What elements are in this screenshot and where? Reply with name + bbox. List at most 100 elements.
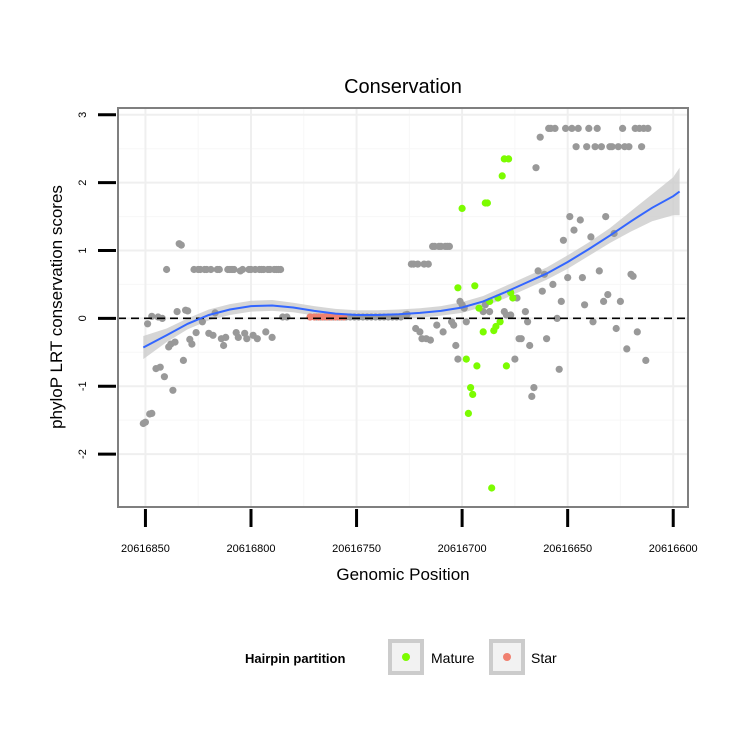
legend-title: Hairpin partition [245, 651, 345, 666]
x-tick-label: 20616650 [543, 543, 592, 555]
y-axis: -2 -1 0 1 2 3 [77, 112, 116, 459]
data-point-other [608, 143, 616, 151]
data-point-other [644, 124, 652, 132]
data-point-other [511, 355, 519, 363]
data-point-other [532, 164, 540, 172]
data-point-other [253, 335, 261, 343]
data-point-other [629, 272, 637, 280]
data-point-mature [492, 322, 500, 331]
data-point-mature [496, 318, 504, 326]
data-point-other [445, 242, 453, 250]
series-mature [454, 155, 517, 492]
data-point-other [148, 409, 156, 417]
data-point-other [583, 143, 591, 151]
data-point-other [530, 384, 538, 392]
y-tick-label: -2 [77, 449, 89, 459]
data-point-other [566, 213, 574, 221]
panel-background [118, 108, 688, 507]
data-point-other [559, 236, 568, 244]
data-point-mature [464, 409, 472, 417]
data-point-other [538, 287, 546, 295]
data-point-other [642, 356, 650, 364]
x-tick-label: 20616800 [227, 543, 276, 555]
data-point-mature [475, 304, 483, 312]
data-point-other [239, 265, 247, 274]
data-point-other [574, 124, 582, 132]
legend-label-mature: Mature [431, 650, 475, 666]
data-point-other [179, 356, 187, 364]
chart-title: Conservation [344, 76, 462, 98]
y-tick-label: 1 [77, 247, 89, 253]
data-point-other [141, 418, 149, 426]
data-point-other [587, 233, 595, 241]
data-point-other [534, 267, 542, 275]
data-point-other [595, 267, 603, 275]
data-point-mature [471, 282, 479, 290]
data-point-other [543, 335, 551, 343]
data-point-other [524, 318, 532, 326]
data-point-mature [469, 390, 477, 398]
data-point-other [600, 297, 608, 305]
data-point-other [555, 365, 563, 373]
data-point-other [486, 308, 494, 316]
y-tick-label: 2 [77, 180, 89, 186]
data-point-other [521, 308, 530, 316]
smooth-line [142, 190, 681, 349]
data-point-other [536, 133, 544, 141]
data-point-other [215, 265, 223, 274]
data-point-other [549, 280, 557, 288]
data-point-mature [473, 362, 481, 370]
data-point-other [414, 260, 422, 268]
panel-border [117, 107, 689, 508]
data-point-other [623, 345, 631, 353]
x-tick-label: 20616850 [121, 543, 170, 555]
data-point-mature [467, 384, 475, 392]
data-point-other [517, 335, 525, 343]
data-point-other [277, 265, 285, 274]
data-point-other [416, 328, 424, 336]
data-point-other [462, 318, 470, 326]
x-axis-label: Genomic Position [336, 565, 469, 584]
data-point-mature [479, 328, 487, 336]
data-point-other [589, 318, 597, 326]
data-point-mature [502, 362, 510, 370]
data-point-other [209, 331, 217, 339]
data-point-mature [509, 294, 517, 302]
y-tick-label: -1 [77, 381, 89, 391]
data-point-other [184, 307, 192, 315]
data-point-mature [454, 284, 462, 292]
data-point-other [616, 297, 625, 305]
data-point-other [433, 321, 441, 329]
data-point-other [578, 274, 587, 282]
data-point-other [585, 124, 593, 132]
data-point-mature [498, 172, 506, 180]
confidence-band [143, 167, 680, 360]
plot-panel [117, 107, 689, 508]
data-point-other [570, 226, 578, 234]
data-point-other [528, 392, 536, 400]
y-axis-label: phyloP LRT conservation scores [47, 185, 66, 429]
data-point-other [192, 329, 200, 337]
data-point-other [144, 320, 152, 328]
data-point-other [568, 124, 576, 132]
legend-label-star: Star [531, 650, 557, 666]
data-point-mature [488, 484, 496, 492]
data-point-other [222, 333, 230, 341]
data-point-other [171, 338, 179, 346]
data-point-other [557, 297, 565, 305]
data-point-other [452, 341, 460, 350]
data-point-other [220, 341, 228, 350]
data-point-other [268, 333, 276, 341]
data-point-other [230, 265, 238, 274]
data-point-other [160, 373, 168, 381]
data-point-other [614, 143, 622, 151]
data-point-other [619, 124, 627, 132]
data-point-other [439, 328, 447, 336]
x-axis: 20616850 20616800 20616750 20616700 20616650… [121, 509, 698, 555]
data-point-other [507, 311, 515, 319]
legend-marker-star [503, 653, 511, 661]
data-point-other [604, 291, 612, 299]
data-point-mature [462, 355, 470, 363]
data-point-other [454, 355, 462, 363]
data-point-other [188, 340, 196, 348]
